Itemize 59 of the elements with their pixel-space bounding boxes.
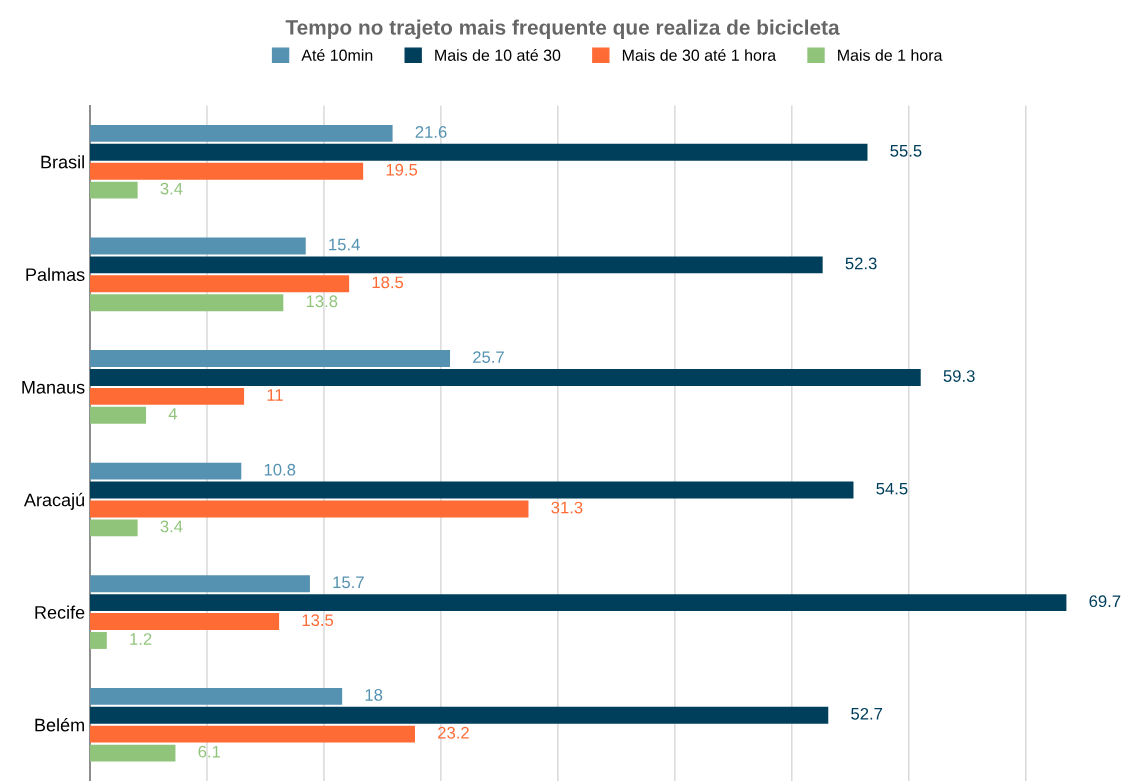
- bar: [90, 706, 829, 724]
- y-tick-label: Aracajú: [23, 492, 84, 510]
- bar: [90, 181, 138, 199]
- data-label: 52.3: [845, 257, 877, 270]
- bar: [90, 481, 854, 499]
- bar: [90, 406, 147, 424]
- data-label: 18.5: [372, 276, 404, 289]
- data-label: 15.7: [333, 576, 364, 589]
- data-label: 1.2: [130, 633, 152, 645]
- data-label: 69.7: [1089, 595, 1121, 608]
- y-tick-label: Palmas: [26, 267, 85, 282]
- bar: [90, 687, 343, 705]
- bar: [90, 350, 451, 367]
- data-label: 54.5: [876, 482, 908, 495]
- data-label: 10.8: [264, 463, 296, 476]
- bar: [90, 237, 306, 255]
- data-label: 59.3: [943, 370, 975, 382]
- data-label: 15.4: [329, 238, 360, 251]
- bar: [90, 162, 364, 180]
- data-label: 18: [365, 689, 383, 701]
- bar: [90, 462, 242, 480]
- data-label: 13.5: [302, 614, 334, 627]
- y-tick-label: Manaus: [22, 381, 85, 394]
- bar: [90, 143, 868, 161]
- bar: [90, 369, 921, 386]
- bar: [90, 275, 350, 293]
- data-label: 55.5: [890, 145, 922, 157]
- data-label: 11: [267, 389, 283, 401]
- data-label: 3.4: [160, 520, 183, 533]
- y-tick-label: Recife: [35, 605, 85, 619]
- data-label: 31.3: [551, 501, 583, 514]
- bar: [90, 256, 823, 274]
- legend-label: Mais de 30 até 1 hora: [622, 48, 777, 61]
- bar: [90, 294, 284, 312]
- y-tick-label: Belém: [35, 717, 84, 732]
- bar: [90, 575, 310, 593]
- chart-title: Tempo no trajeto mais frequente que realiza de bicicleta: [285, 19, 840, 39]
- bar: [90, 744, 176, 762]
- data-label: 23.2: [438, 726, 469, 739]
- bar: [90, 632, 107, 649]
- bar: [90, 725, 415, 743]
- data-label: 52.7: [851, 707, 883, 720]
- data-label: 4: [168, 408, 178, 420]
- y-tick-label: Brasil: [41, 155, 84, 169]
- data-label: 19.5: [386, 163, 418, 176]
- bar: [90, 124, 393, 142]
- bar: [90, 387, 245, 405]
- data-label: 25.7: [473, 351, 504, 364]
- data-label: 6.1: [198, 745, 221, 758]
- bar: [90, 500, 529, 518]
- bar: [90, 519, 138, 537]
- data-label: 13.8: [306, 295, 338, 308]
- bar: [90, 594, 1067, 612]
- legend-label: Mais de 10 até 30: [435, 48, 561, 61]
- bar: [90, 613, 280, 631]
- data-label: 21.6: [415, 126, 447, 138]
- legend-label: Mais de 1 hora: [838, 49, 943, 61]
- data-label: 3.4: [160, 182, 183, 195]
- legend-label: Até 10min: [301, 48, 373, 61]
